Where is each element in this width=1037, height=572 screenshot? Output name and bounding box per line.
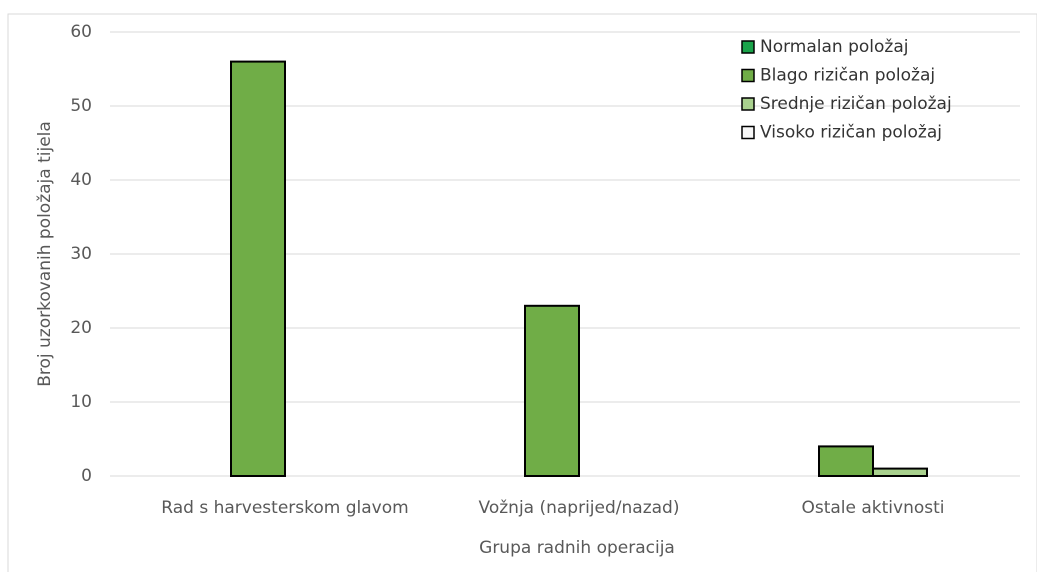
- x-axis-title: Grupa radnih operacija: [479, 538, 675, 558]
- y-axis-title: Broj uzorkovanih položaja tijela: [35, 121, 55, 387]
- bar: [230, 60, 286, 477]
- x-tick-label: Ostale aktivnosti: [801, 498, 944, 518]
- y-tick-label: 50: [70, 96, 92, 116]
- bar: [524, 304, 580, 477]
- legend-swatch: [741, 68, 755, 83]
- bar: [872, 467, 928, 478]
- y-tick-label: 40: [70, 170, 92, 190]
- legend-label: Normalan položaj: [760, 37, 908, 57]
- legend-swatch: [741, 125, 755, 140]
- legend-label: Srednje rizičan položaj: [760, 94, 952, 114]
- y-tick-label: 10: [70, 392, 92, 412]
- x-tick-label: Rad s harvesterskom glavom: [161, 498, 408, 518]
- y-tick-label: 60: [70, 22, 92, 42]
- legend-swatch: [741, 97, 755, 111]
- bar: [818, 445, 874, 477]
- y-tick-label: 30: [70, 244, 92, 264]
- legend-swatch: [741, 40, 755, 54]
- x-tick-label: Vožnja (naprijed/nazad): [479, 498, 680, 518]
- y-tick-label: 20: [70, 318, 92, 338]
- legend-label: Visoko rizičan položaj: [760, 123, 942, 143]
- chart-frame: [7, 13, 1037, 572]
- legend-label: Blago rizičan položaj: [760, 66, 935, 86]
- y-tick-label: 0: [81, 466, 92, 486]
